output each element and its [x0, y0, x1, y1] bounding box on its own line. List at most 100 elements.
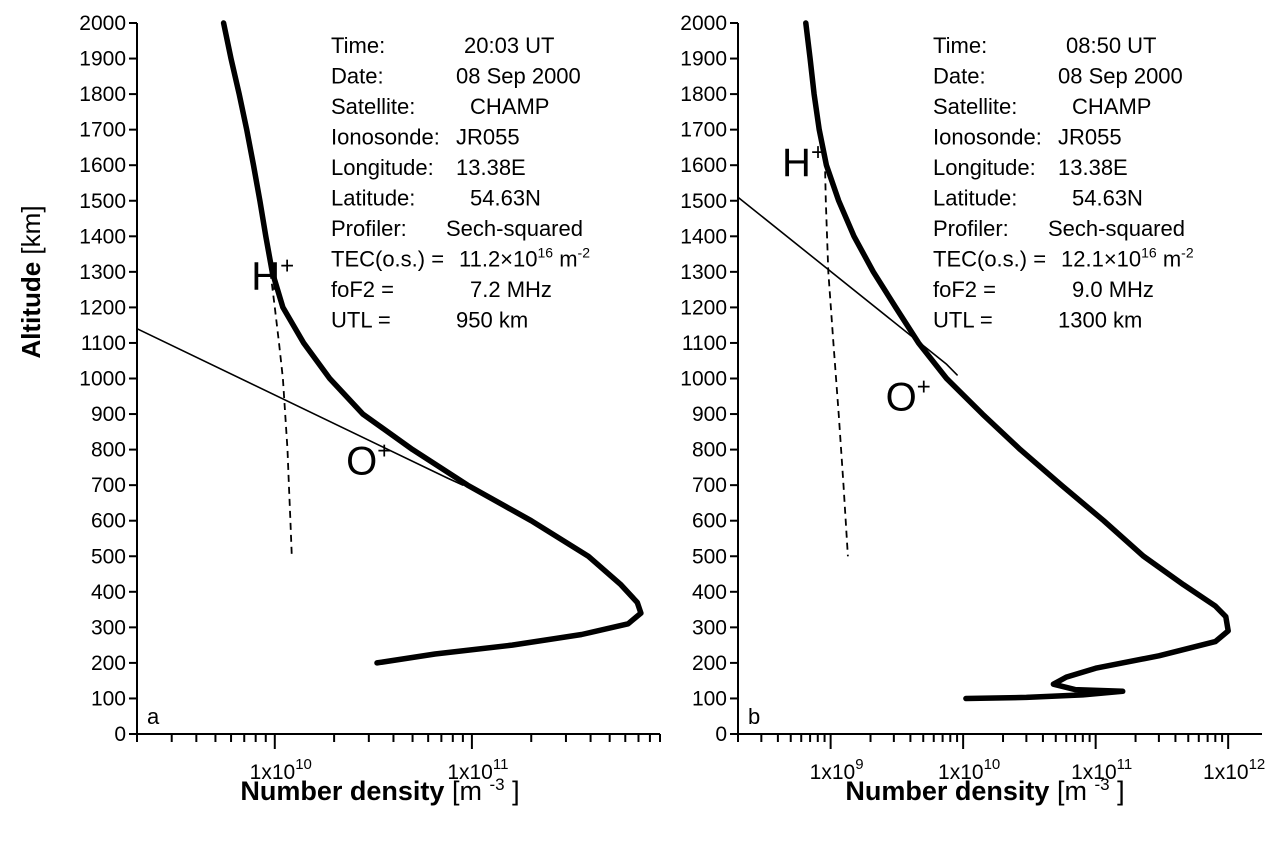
y-tick-label: 1900 — [79, 48, 126, 71]
y-tick-label: 1600 — [79, 154, 126, 177]
x-axis-tick-labels: 1x109 1x1010 1x1011 1x1012 — [810, 756, 1266, 784]
y-tick-label: 700 — [692, 474, 727, 497]
y-tick-label: 1900 — [680, 48, 727, 71]
y-axis-title-unit: [km] — [16, 205, 46, 254]
info-key: Date: — [331, 64, 384, 89]
info-key: Longitude: — [331, 155, 434, 180]
info-value: 9.0 MHz — [1072, 277, 1154, 302]
info-value: Sech-squared — [1048, 216, 1185, 241]
y-tick-label: 1500 — [680, 190, 727, 213]
ion-labels: H+ O+ — [782, 139, 931, 420]
y-axis-title: Altitude [km] — [16, 205, 46, 358]
info-key: Time: — [933, 33, 987, 58]
y-tick-label: 1400 — [680, 225, 727, 248]
info-key: UTL = — [331, 308, 391, 333]
y-tick-label: 0 — [715, 723, 727, 746]
x-axis-ticks — [136, 734, 661, 749]
info-key: Satellite: — [933, 94, 1017, 119]
y-axis-ticks — [730, 22, 738, 735]
info-value: JR055 — [456, 125, 520, 150]
y-tick-label: 1800 — [680, 83, 727, 106]
info-value: 08:50 UT — [1066, 33, 1157, 58]
y-tick-label: 500 — [692, 545, 727, 568]
ion-label: O+ — [346, 437, 391, 483]
x-tick-label: 1x1012 — [1203, 756, 1265, 784]
total-density-line — [803, 20, 1231, 702]
x-axis-ticks — [737, 734, 1230, 749]
info-key: Latitude: — [331, 186, 415, 211]
y-tick-label: 400 — [692, 581, 727, 604]
y-tick-label: 400 — [91, 581, 126, 604]
ion-labels: H+ O+ — [251, 253, 391, 484]
x-axis-title-unit-pre: [m — [452, 776, 482, 806]
info-box: Time: 20:03 UT Date: 08 Sep 2000 Satellite: C… — [331, 33, 590, 333]
info-key: foF2 = — [933, 277, 996, 302]
x-axis-title-main: Number density — [845, 776, 1049, 806]
y-tick-label: 1100 — [682, 332, 727, 355]
x-axis-tick-labels: 1x1010 1x1011 — [250, 756, 509, 784]
info-key: Profiler: — [331, 216, 407, 241]
info-value: 08 Sep 2000 — [456, 64, 581, 89]
info-value: 7.2 MHz — [470, 277, 552, 302]
x-axis-title-unit-post: ] — [512, 776, 520, 806]
profile-series — [136, 20, 644, 666]
y-tick-label: 1000 — [79, 368, 126, 391]
y-tick-label: 1400 — [79, 225, 126, 248]
y-tick-label: 100 — [91, 687, 126, 710]
info-key: Latitude: — [933, 186, 1017, 211]
y-tick-label: 0 — [114, 723, 126, 746]
ion-label: H+ — [782, 139, 825, 185]
info-value: 13.38E — [1058, 155, 1128, 180]
y-tick-label: 100 — [692, 687, 727, 710]
info-key: Ionosonde: — [331, 125, 440, 150]
svg-text:Altitude [km]: Altitude [km] — [16, 205, 46, 358]
info-value: 20:03 UT — [464, 33, 555, 58]
x-tick-label: 1x1011 — [1071, 756, 1132, 784]
info-key: Longitude: — [933, 155, 1036, 180]
y-tick-label: 1200 — [79, 296, 126, 319]
y-tick-label: 1300 — [680, 261, 727, 284]
info-value: CHAMP — [1072, 94, 1151, 119]
y-tick-label: 1700 — [79, 119, 126, 142]
y-tick-label: 600 — [692, 510, 727, 533]
info-value: 13.38E — [456, 155, 526, 180]
y-tick-label: 300 — [91, 616, 126, 639]
y-tick-label: 900 — [692, 403, 727, 426]
y-tick-label: 2000 — [680, 12, 727, 35]
info-value: 08 Sep 2000 — [1058, 64, 1183, 89]
y-axis-tick-labels: 0 100 200 300 400 500 600 700 800 900 1000 1100 1200… — [79, 12, 126, 746]
info-box: Time: 08:50 UT Date: 08 Sep 2000 Satellite: C… — [933, 33, 1194, 333]
y-tick-label: 800 — [692, 439, 727, 462]
y-tick-label: 1300 — [79, 261, 126, 284]
info-value: JR055 — [1058, 125, 1122, 150]
y-tick-label: 300 — [692, 616, 727, 639]
info-key: TEC(o.s.) = — [933, 247, 1046, 272]
info-value: 1300 km — [1058, 308, 1142, 333]
panel-b: 0 100 200 300 400 500 600 700 800 900 1000 1100 1200… — [680, 12, 1265, 806]
info-value: CHAMP — [470, 94, 549, 119]
y-tick-label: 1100 — [81, 332, 126, 355]
y-tick-label: 200 — [692, 652, 727, 675]
panel-a: 0 100 200 300 400 500 600 700 800 900 1000 1100 1200… — [79, 12, 661, 806]
y-tick-label: 1700 — [680, 119, 727, 142]
info-key: Profiler: — [933, 216, 1009, 241]
y-tick-label: 1200 — [680, 296, 727, 319]
info-value: 11.2×1016 m-2 — [459, 245, 590, 272]
y-tick-label: 500 — [91, 545, 126, 568]
x-tick-label: 1x1010 — [938, 756, 1000, 784]
ion-label: H+ — [251, 253, 294, 299]
x-axis-title: Number density [m -3 ] — [845, 766, 1124, 806]
info-value: Sech-squared — [446, 216, 583, 241]
info-value: 12.1×1016 m-2 — [1061, 245, 1194, 272]
info-value: 54.63N — [470, 186, 541, 211]
y-tick-label: 900 — [91, 403, 126, 426]
x-tick-label: 1x1010 — [250, 756, 312, 784]
y-tick-label: 600 — [91, 510, 126, 533]
y-axis-title-main: Altitude — [16, 262, 46, 359]
info-key: UTL = — [933, 308, 993, 333]
info-key: Satellite: — [331, 94, 415, 119]
y-tick-label: 800 — [91, 439, 126, 462]
info-value: 54.63N — [1072, 186, 1143, 211]
x-axis-title-unit-post: ] — [1117, 776, 1125, 806]
